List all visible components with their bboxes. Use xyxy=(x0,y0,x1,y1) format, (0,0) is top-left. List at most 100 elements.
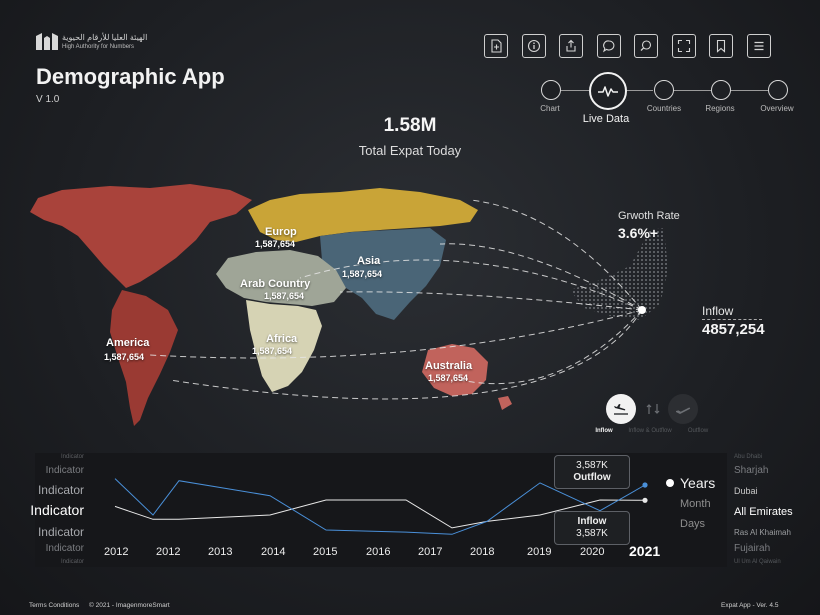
inflow-tooltip: Inflow 3,587K xyxy=(554,511,630,545)
inflow-mode-label[interactable]: Inflow xyxy=(595,428,613,434)
add-document-button[interactable] xyxy=(484,34,508,58)
indicator-item[interactable]: Indicator xyxy=(37,525,84,539)
share-icon xyxy=(566,39,576,52)
inflow-divider xyxy=(702,319,762,320)
search-icon xyxy=(640,40,652,51)
step-countries-label[interactable]: Countries xyxy=(646,104,682,113)
year-label[interactable]: 2018 xyxy=(470,546,495,558)
growth-rate-label: Grwoth Rate xyxy=(618,210,680,222)
indicator-item-selected[interactable]: Indicator xyxy=(30,502,84,518)
step-regions-label[interactable]: Regions xyxy=(705,104,735,113)
step-overview[interactable] xyxy=(768,80,788,100)
region-arab-country[interactable] xyxy=(216,250,346,306)
step-chart-label[interactable]: Chart xyxy=(540,104,560,113)
region-africa[interactable] xyxy=(246,300,322,392)
world-map xyxy=(30,184,668,426)
year-label[interactable]: 2017 xyxy=(418,546,443,558)
outflow-mode-button[interactable] xyxy=(668,394,698,424)
region-america[interactable] xyxy=(30,184,252,426)
year-label[interactable]: 2015 xyxy=(313,546,338,558)
north-america-shape xyxy=(30,184,252,288)
africa-label: Africa xyxy=(266,333,298,345)
plane-takeoff-icon xyxy=(676,407,691,414)
stepper-connector xyxy=(559,90,589,91)
period-option-years[interactable]: Years xyxy=(680,475,716,491)
outflow-endpoint[interactable] xyxy=(642,497,648,503)
stepper-connector xyxy=(623,90,653,91)
inflow-endpoint[interactable] xyxy=(642,482,648,488)
step-regions[interactable] xyxy=(711,80,731,100)
emirate-item[interactable]: Fujairah xyxy=(734,543,771,554)
emirate-item[interactable]: Sharjah xyxy=(734,465,769,476)
stepper-connector xyxy=(673,90,711,91)
period-option-month[interactable]: Month xyxy=(680,498,711,510)
step-live-data[interactable] xyxy=(589,72,627,110)
year-label[interactable]: 2012 xyxy=(104,546,129,558)
emirate-item[interactable]: Abu Dhabi xyxy=(734,454,763,460)
america-value: 1,587,654 xyxy=(104,352,145,362)
inflow-tooltip-label: Inflow xyxy=(577,516,607,527)
europe-label: Europ xyxy=(265,226,297,238)
arab-country-label: Arab Country xyxy=(240,278,311,290)
info-icon xyxy=(527,39,540,53)
uae-hub-point xyxy=(638,306,646,314)
fullscreen-button[interactable] xyxy=(671,34,696,58)
menu-button[interactable] xyxy=(746,34,771,58)
australia-value: 1,587,654 xyxy=(428,373,469,383)
inflow-outflow-mode-label[interactable]: Inflow & Outflow xyxy=(628,428,672,434)
inflow-mode-button[interactable] xyxy=(606,394,636,424)
pulse-icon xyxy=(598,86,618,97)
search-button[interactable] xyxy=(634,34,658,58)
emirate-item[interactable]: Dubai xyxy=(734,486,758,496)
terms-conditions-link[interactable]: Terms Conditions xyxy=(29,602,80,609)
period-selected-dot xyxy=(666,479,674,487)
share-button[interactable] xyxy=(559,34,583,58)
emirate-item-selected[interactable]: All Emirates xyxy=(734,506,793,518)
plane-landing-icon xyxy=(614,404,628,415)
period-option-days[interactable]: Days xyxy=(680,518,706,530)
region-europe[interactable] xyxy=(248,188,478,242)
step-countries[interactable] xyxy=(654,80,674,100)
year-label[interactable]: 2012 xyxy=(156,546,181,558)
year-label[interactable]: 2016 xyxy=(366,546,391,558)
menu-icon xyxy=(754,41,763,51)
inflow-outflow-mode-button[interactable] xyxy=(638,394,668,424)
year-label[interactable]: 2019 xyxy=(527,546,552,558)
emirate-item[interactable]: Ras Al Khaimah xyxy=(734,528,791,537)
inflow-tooltip-value: 3,587K xyxy=(576,528,608,539)
outflow-mode-label[interactable]: Outflow xyxy=(687,428,709,434)
indicator-item[interactable]: Indicator xyxy=(60,454,84,460)
indicator-item[interactable]: Indicator xyxy=(45,543,84,554)
uae-dotted-map xyxy=(570,228,668,320)
app-title: Demographic App xyxy=(36,64,225,89)
info-button[interactable] xyxy=(521,34,546,58)
total-expat-value: 1.58M xyxy=(383,115,437,136)
asia-value: 1,587,654 xyxy=(342,269,383,279)
bookmark-button[interactable] xyxy=(709,34,733,58)
add-document-icon xyxy=(491,39,502,53)
year-label[interactable]: 2020 xyxy=(580,546,605,558)
outflow-line xyxy=(114,499,646,529)
app-version: V 1.0 xyxy=(36,94,60,105)
year-label[interactable]: 2014 xyxy=(261,546,286,558)
asia-label: Asia xyxy=(357,255,381,267)
emirate-item[interactable]: Ul Um Al Qaiwain xyxy=(734,559,781,565)
region-australia[interactable] xyxy=(422,344,488,396)
step-overview-label[interactable]: Overview xyxy=(760,104,794,113)
toolbar xyxy=(484,34,771,58)
step-chart[interactable] xyxy=(541,80,561,100)
indicator-item[interactable]: Indicator xyxy=(45,465,84,476)
indicator-item[interactable]: Indicator xyxy=(37,483,84,497)
indicator-item[interactable]: Indicator xyxy=(60,559,84,565)
navigation-stepper: Chart Live Data Countries Regions Overvi… xyxy=(530,72,800,132)
fullscreen-icon xyxy=(677,39,690,53)
year-label[interactable]: 2013 xyxy=(208,546,233,558)
comment-button[interactable] xyxy=(596,34,621,58)
step-live-data-label[interactable]: Live Data xyxy=(582,113,630,125)
arab-country-value: 1,587,654 xyxy=(264,291,305,301)
bookmark-icon xyxy=(716,39,726,53)
year-label-selected[interactable]: 2021 xyxy=(629,543,661,559)
australia-label: Australia xyxy=(425,360,473,372)
region-asia[interactable] xyxy=(320,228,446,320)
